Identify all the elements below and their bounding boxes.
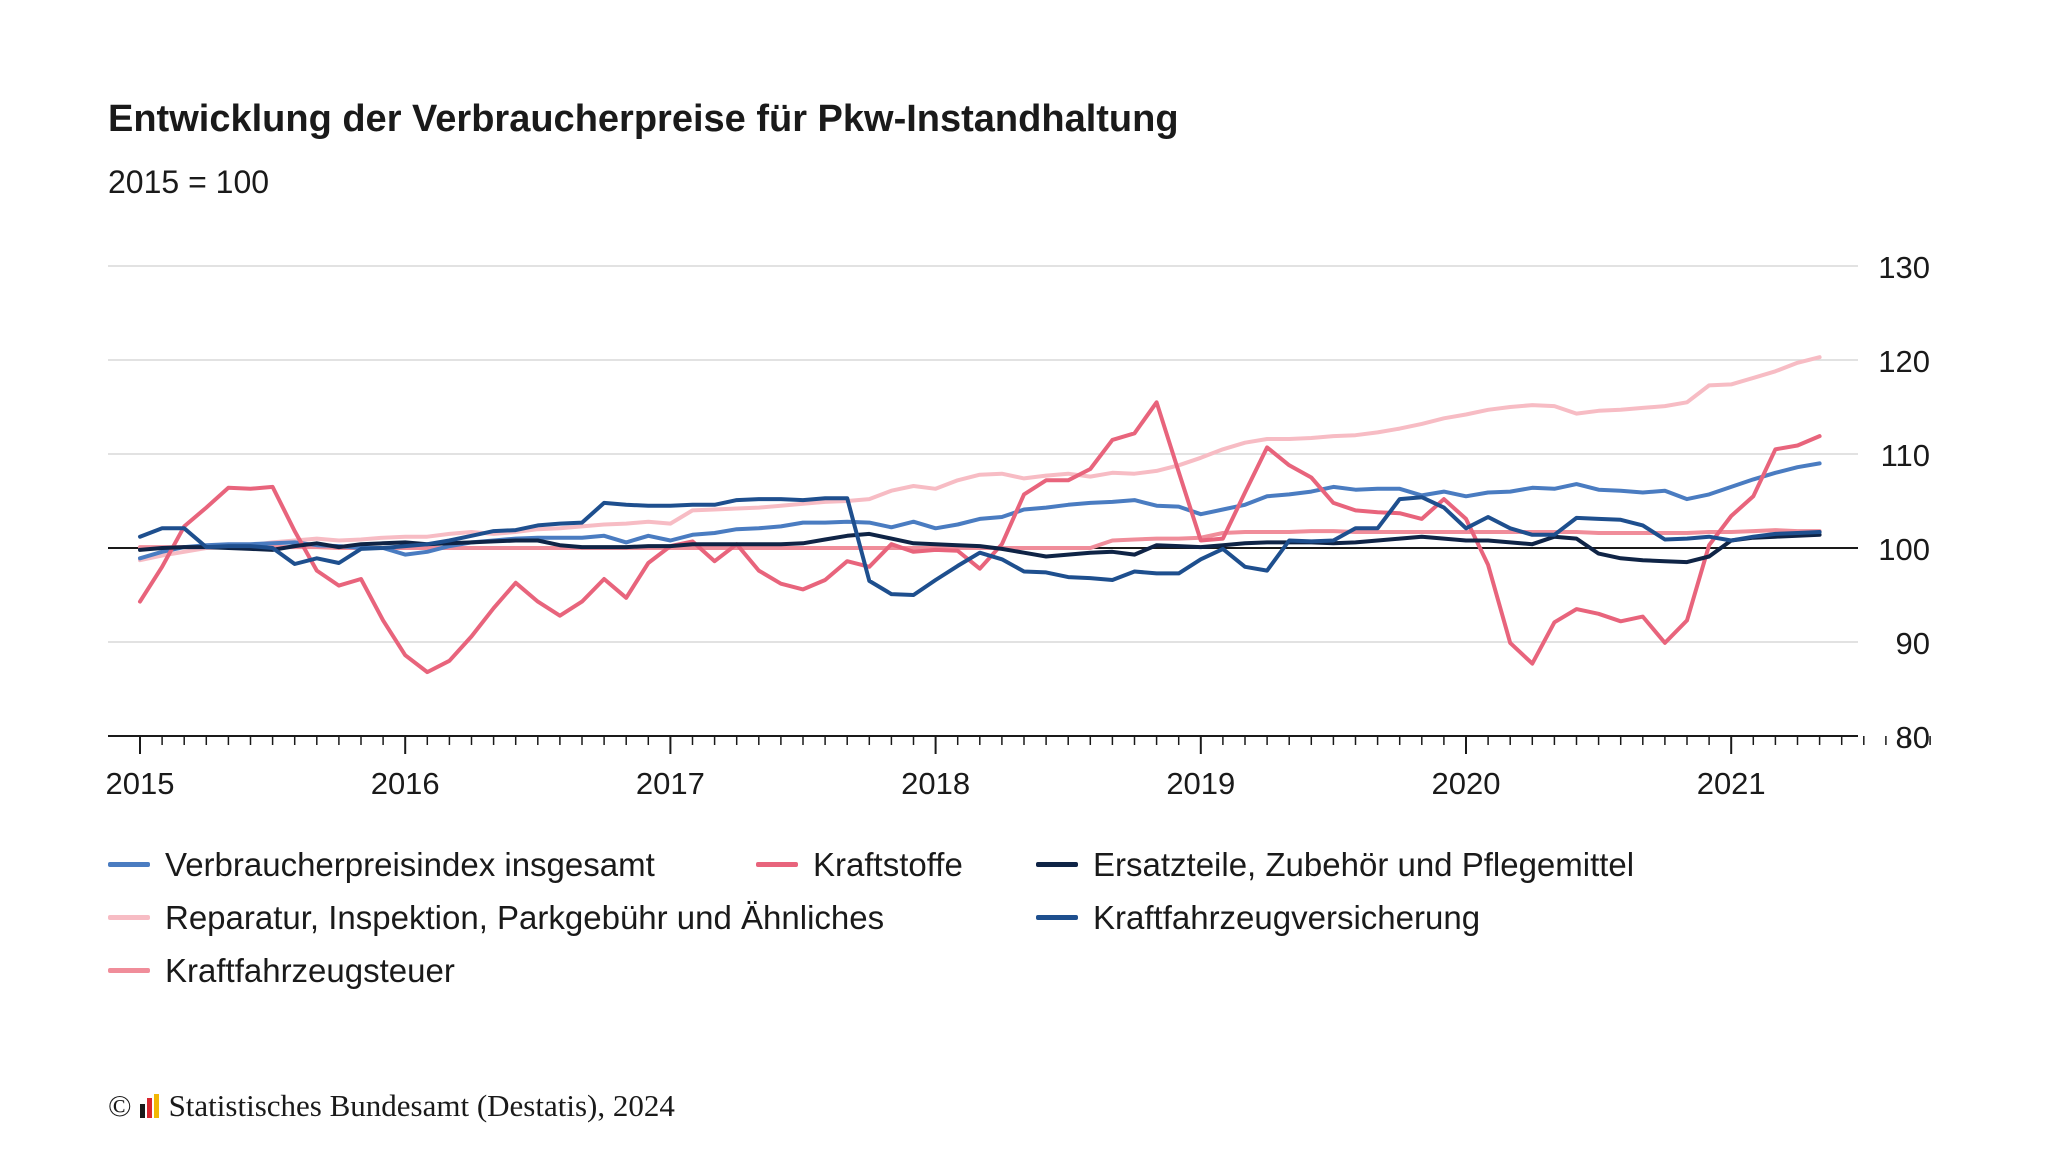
source-credit: © Statistisches Bundesamt (Destatis), 20… [108,1088,675,1124]
y-axis-labels: 80 90 100 110 120 130 [1878,250,1930,755]
legend-item-reparatur: Reparatur, Inspektion, Parkgebühr und Äh… [108,899,1036,937]
series-line-0 [138,461,1822,561]
x-tick-label: 2016 [371,766,440,801]
y-tick-label: 90 [1896,626,1930,661]
gridlines [108,265,1858,643]
legend-item-verbraucherpreisindex: Verbraucherpreisindex insgesamt [108,846,756,884]
x-axis: 2015 2016 2017 2018 2019 2020 2021 [106,735,1931,801]
y-tick-label: 80 [1896,720,1930,755]
legend-swatch [1036,862,1078,867]
legend-row: Verbraucherpreisindex insgesamt Kraftsto… [108,838,2008,891]
series-line-1 [138,400,1822,675]
y-tick-label: 100 [1878,532,1930,567]
y-tick-label: 130 [1878,250,1930,285]
x-tick-label: 2017 [636,766,705,801]
x-tick-label: 2021 [1697,766,1766,801]
legend-label: Ersatzteile, Zubehör und Pflegemittel [1093,845,1635,883]
series-line-4 [138,495,1822,597]
x-tick-label: 2020 [1432,766,1501,801]
legend-row: Kraftfahrzeugsteuer [108,944,2008,997]
legend-label: Reparatur, Inspektion, Parkgebühr und Äh… [165,898,885,936]
y-tick-label: 110 [1881,438,1930,473]
legend-swatch [108,968,150,973]
legend-label: Verbraucherpreisindex insgesamt [165,845,655,883]
legend-swatch [756,862,798,867]
legend-label: Kraftstoffe [813,845,963,883]
x-tick-label: 2015 [106,766,175,801]
series-lines [138,355,1822,675]
chart-title: Entwicklung der Verbraucherpreise für Pk… [108,98,1179,140]
series-line-3 [138,355,1822,563]
legend-swatch [1036,915,1078,920]
legend-swatch [108,862,150,867]
chart-subtitle: 2015 = 100 [108,164,270,200]
legend-label: Kraftfahrzeugversicherung [1093,898,1481,936]
legend-item-kraftstoffe: Kraftstoffe [756,846,1036,884]
x-tick-label: 2019 [1166,766,1235,801]
legend-item-ersatzteile: Ersatzteile, Zubehör und Pflegemittel [1036,846,1634,884]
legend-row: Reparatur, Inspektion, Parkgebühr und Äh… [108,891,2008,944]
legend-item-versicherung: Kraftfahrzeugversicherung [1036,899,1480,937]
source-text: Statistisches Bundesamt (Destatis), 2024 [168,1088,675,1123]
legend-swatch [108,915,150,920]
legend: Verbraucherpreisindex insgesamt Kraftsto… [108,838,2008,997]
x-tick-label: 2018 [901,766,970,801]
y-tick-label: 120 [1878,344,1930,379]
destatis-logo-icon [139,1094,159,1118]
legend-label: Kraftfahrzeugsteuer [165,951,455,989]
copyright-symbol: © [108,1088,132,1123]
legend-item-kfz-steuer: Kraftfahrzeugsteuer [108,952,455,990]
